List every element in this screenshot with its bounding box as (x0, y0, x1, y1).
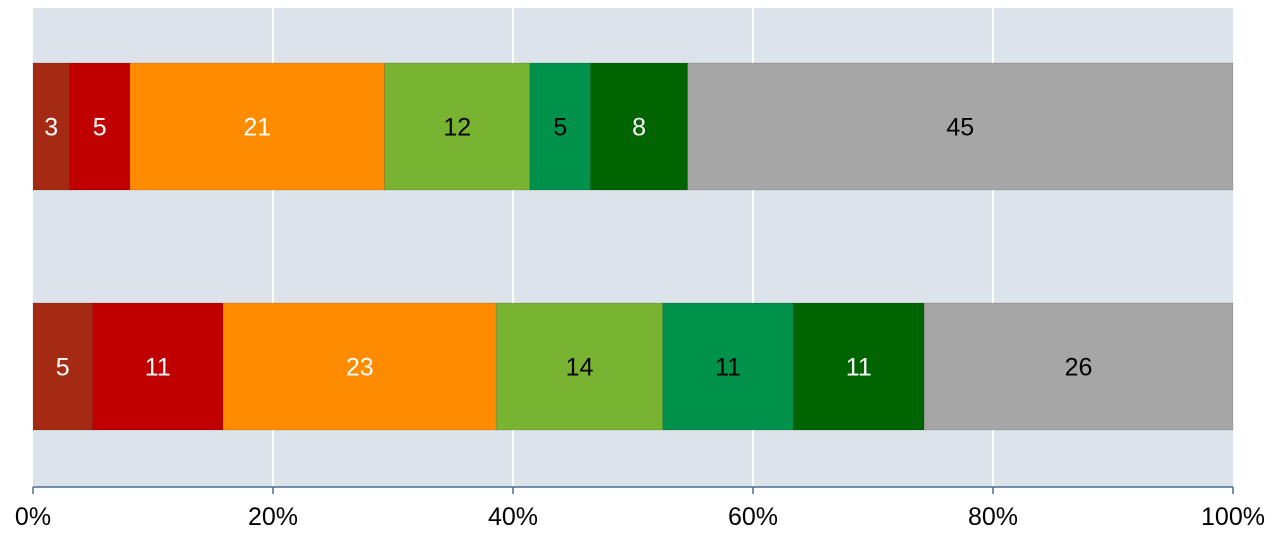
bar-2-segment-2-label: 11 (145, 354, 171, 382)
bar-1-segment-6 (590, 62, 689, 191)
bar-2-segment-3 (222, 302, 497, 431)
bar-2-segment-1 (32, 302, 93, 431)
bar-1-segment-5 (529, 62, 592, 191)
bar-2-segment-2 (91, 302, 224, 431)
bar-2-segment-7 (923, 302, 1234, 431)
bar-1-segment-2-label: 5 (93, 114, 107, 142)
x-tick-label-60: 60% (728, 503, 778, 531)
bar-1-segment-2 (68, 62, 131, 191)
x-tick-label-80: 80% (968, 503, 1018, 531)
x-tick-label-0: 0% (15, 503, 51, 531)
bar-2-segment-5-label: 11 (715, 354, 741, 382)
bar-1: 3 5 21 12 5 8 45 (32, 62, 1234, 191)
bar-2-segment-4-label: 14 (566, 354, 594, 382)
x-axis: 0% 20% 40% 60% 80% 100% (15, 486, 1265, 531)
bar-1-segment-3 (129, 62, 386, 191)
bars-group: 3 5 21 12 5 8 45 5 11 23 14 11 11 26 (32, 62, 1234, 431)
bar-1-segment-1-label: 3 (44, 114, 58, 142)
bar-1-segment-5-label: 5 (553, 114, 567, 142)
bar-1-segment-7-label: 45 (946, 114, 974, 142)
x-tick-label-20: 20% (248, 503, 298, 531)
bar-1-segment-7 (687, 62, 1234, 191)
bar-1-segment-3-label: 21 (243, 114, 271, 142)
bar-2-segment-6 (792, 302, 925, 431)
bar-2-segment-5 (662, 302, 794, 431)
x-tick-label-40: 40% (488, 503, 538, 531)
bar-2-segment-7-label: 26 (1065, 354, 1093, 382)
bar-2-segment-6-label: 11 (846, 354, 872, 382)
x-tick-label-100: 100% (1201, 503, 1265, 531)
bar-1-segment-4 (384, 62, 531, 191)
bar-2-segment-3-label: 23 (346, 354, 374, 382)
bar-1-segment-4-label: 12 (443, 114, 471, 142)
bar-2-segment-1-label: 5 (56, 354, 70, 382)
bar-1-segment-1 (32, 62, 70, 191)
bar-2: 5 11 23 14 11 11 26 (32, 302, 1234, 431)
bar-2-segment-4 (495, 302, 664, 431)
bar-1-segment-6-label: 8 (632, 114, 646, 142)
